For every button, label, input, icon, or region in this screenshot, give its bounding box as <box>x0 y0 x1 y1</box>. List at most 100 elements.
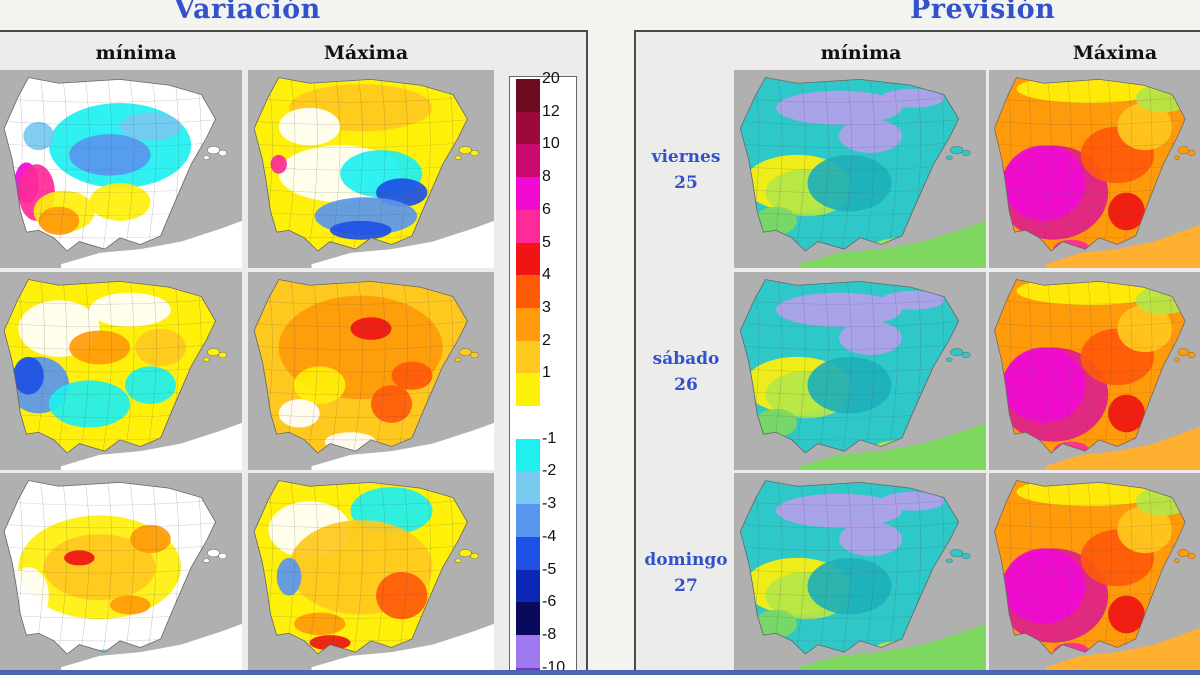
balearic-island <box>1173 558 1180 563</box>
map-svg <box>253 77 494 268</box>
legend-item: -1 <box>510 430 576 472</box>
map-svg <box>3 279 242 470</box>
africa-landmass <box>61 220 242 268</box>
balearic-island <box>961 351 971 359</box>
legend-label: -5 <box>542 560 557 578</box>
legend-label: 8 <box>542 168 551 186</box>
balearic-island <box>961 149 971 157</box>
legend-swatch <box>516 209 540 243</box>
iberia-outline <box>994 480 1186 655</box>
legend-swatch <box>516 242 540 276</box>
variation-max-map <box>248 272 494 470</box>
section-title-prevision: Previsión <box>910 0 1056 25</box>
legend-label: -2 <box>542 462 557 480</box>
day-number: 27 <box>674 576 698 596</box>
africa-landmass <box>311 623 494 671</box>
balearic-island <box>945 558 953 563</box>
map-svg <box>253 279 494 470</box>
legend-item: -3 <box>510 495 576 538</box>
forecast-min-map <box>734 473 986 671</box>
legend-item: 10 <box>510 135 576 178</box>
legend-label: 10 <box>542 135 560 153</box>
day-name: viernes <box>651 147 721 167</box>
africa-landmass <box>61 422 242 470</box>
balearic-island <box>950 146 964 155</box>
legend-item: -6 <box>510 593 576 636</box>
legend-swatch <box>516 406 540 440</box>
legend-item: 8 <box>510 168 576 211</box>
balearic-island <box>458 146 472 155</box>
legend-item: 12 <box>510 103 576 145</box>
variation-panel: mínima Máxima 20 12 10 8 6 5 4 3 2 1 -1 -2 -3 -4 -5 -6 -… <box>0 30 588 675</box>
variation-max-map <box>248 70 494 268</box>
balearic-island <box>1173 155 1180 160</box>
iberia-field <box>4 77 216 252</box>
balearic-island <box>458 348 472 357</box>
variation-min-map <box>0 473 242 671</box>
iberia-outline <box>994 77 1186 252</box>
balearic-island <box>458 549 472 558</box>
forecast-min-map <box>734 70 986 268</box>
iberia-outline <box>3 77 217 252</box>
legend-swatch <box>516 144 540 178</box>
map-svg <box>994 480 1200 671</box>
legend-swatch <box>516 471 540 505</box>
day-name: sábado <box>652 349 720 369</box>
balearic-island <box>1173 357 1180 362</box>
balearic-island <box>1177 549 1190 558</box>
balearic-island <box>207 146 220 155</box>
legend-item: 3 <box>510 299 576 342</box>
legend-item: 1 <box>510 364 576 407</box>
legend-swatch <box>516 275 540 309</box>
balearic-island <box>454 155 462 160</box>
map-svg <box>3 77 242 268</box>
legend-swatch <box>516 177 540 211</box>
africa-landmass <box>1045 627 1200 671</box>
legend-item: 20 <box>510 70 576 113</box>
legend-item: 2 <box>510 332 576 374</box>
forecast-max-map <box>989 70 1200 268</box>
legend-swatch <box>516 569 540 603</box>
africa-landmass <box>1045 426 1200 470</box>
legend-swatch <box>516 111 540 145</box>
iberia-field <box>4 480 216 655</box>
forecast-max-map <box>989 473 1200 671</box>
map-svg <box>994 279 1200 470</box>
legend-label: -8 <box>542 625 557 643</box>
africa-landmass <box>311 220 494 268</box>
legend-label: 6 <box>542 200 551 218</box>
legend-swatch <box>516 79 540 113</box>
balearic-island <box>945 357 953 362</box>
legend-item: -2 <box>510 462 576 505</box>
legend-item <box>510 406 576 440</box>
column-header-max: Máxima <box>323 42 409 64</box>
legend-swatch <box>516 307 540 342</box>
legend-swatch <box>516 602 540 636</box>
section-title-variacion: Variación <box>174 0 321 25</box>
balearic-island <box>470 351 479 359</box>
map-svg <box>253 480 494 671</box>
day-number: 26 <box>674 375 698 395</box>
balearic-island <box>454 357 462 362</box>
color-scale-legend: 20 12 10 8 6 5 4 3 2 1 -1 -2 -3 -4 -5 -6 -8 -10 <box>509 70 577 673</box>
legend-label: -4 <box>542 527 557 545</box>
africa-landmass <box>799 422 986 470</box>
iberia-outline <box>739 480 960 655</box>
iberia-outline <box>3 480 217 655</box>
column-header-min: mínima <box>820 42 902 64</box>
africa-landmass <box>799 623 986 671</box>
balearic-island <box>1187 351 1196 359</box>
legend-label: 5 <box>542 233 551 251</box>
balearic-island <box>950 348 964 357</box>
balearic-island <box>1177 348 1190 357</box>
day-label-sunday: domingo 27 <box>636 547 736 599</box>
iberia-field <box>254 279 468 454</box>
map-svg <box>994 77 1200 268</box>
legend-label: -6 <box>542 593 557 611</box>
map-svg <box>739 279 986 470</box>
legend-swatch <box>516 634 540 669</box>
day-name: domingo <box>644 550 728 570</box>
iberia-outline <box>253 77 468 252</box>
balearic-island <box>207 348 220 357</box>
africa-landmass <box>311 422 494 470</box>
